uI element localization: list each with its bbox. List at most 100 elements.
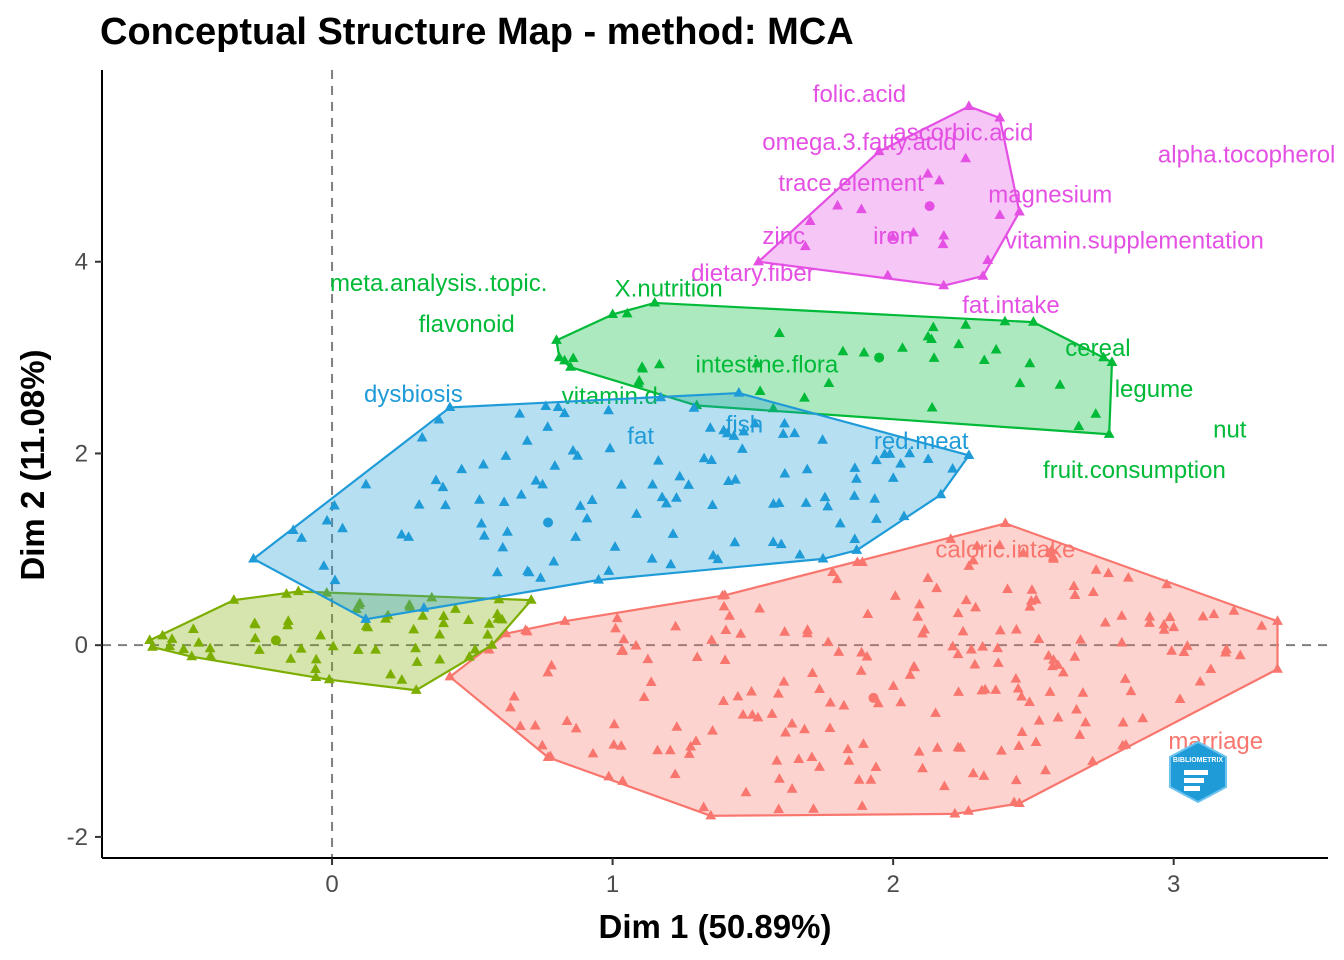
data-point-marker [970,601,981,612]
cluster-centroid [270,635,281,646]
data-point-marker [553,351,565,362]
data-point-marker [567,352,579,363]
data-point-marker [603,404,614,415]
cluster-centroid [868,692,879,703]
data-point-marker [834,517,846,528]
data-point-marker [1052,711,1064,722]
data-point-marker [994,539,1006,550]
data-point-marker [947,640,959,651]
data-point-marker [646,553,658,563]
data-point-marker [992,657,1004,667]
data-point-marker [1125,685,1137,696]
data-point-marker [1030,736,1042,746]
data-point-marker [822,500,834,511]
data-point-marker [858,346,870,357]
cluster-c4: dysbiosis fat fish red.meat [248,381,975,623]
data-point-marker [652,455,664,465]
data-point-marker [570,722,582,733]
data-point-marker [990,343,1002,354]
data-point-marker [1012,682,1024,693]
data-point-marker [685,740,697,751]
data-point-marker [1158,618,1170,629]
data-point-marker [1028,316,1039,326]
data-point-marker [618,633,630,644]
data-point-marker [508,690,520,701]
data-point-marker [502,526,513,536]
data-point-marker [660,497,672,508]
data-point-marker [1043,649,1054,660]
data-point-marker [655,391,667,402]
data-point-marker [491,608,503,618]
data-point-marker [408,623,420,634]
data-point-marker [616,479,627,489]
data-point-marker [157,629,168,640]
data-point-marker [505,701,516,712]
data-point-marker [683,748,695,758]
data-point-marker [778,676,790,686]
data-point-marker [732,690,744,701]
data-point-marker [310,653,322,664]
data-point-marker [817,552,829,563]
logo-bar-2 [1184,778,1204,783]
data-point-marker [752,711,764,722]
data-point-marker [992,642,1004,653]
data-point-marker [954,742,966,752]
data-point-marker [1074,729,1086,739]
data-point-marker [801,463,813,474]
data-point-marker [978,354,990,365]
data-point-marker [649,296,661,307]
data-point-marker [837,345,849,356]
data-point-marker [536,739,548,750]
data-point-marker [895,696,907,707]
data-point-marker [586,494,598,505]
data-point-marker [707,549,719,560]
data-point-marker [856,800,868,810]
data-point-marker [887,231,899,241]
data-point-marker [736,443,748,453]
data-point-marker [296,532,308,542]
term-label: fruit.consumption [1043,457,1226,484]
data-point-marker [565,361,576,371]
data-point-marker [187,623,199,633]
data-point-marker [963,805,974,815]
data-point-marker [775,538,787,549]
data-point-marker [804,215,816,225]
data-point-marker [856,203,867,214]
term-label: folic.acid [813,81,906,108]
data-point-marker [1106,356,1118,366]
data-point-marker [410,642,422,653]
x-axis-title: Dim 1 (50.89%) [599,908,832,945]
data-point-marker [897,342,908,352]
x-tick-label: 3 [1167,871,1180,898]
data-point-marker [1033,633,1045,644]
data-point-marker [1161,578,1173,589]
data-point-marker [491,566,503,577]
data-point-marker [904,447,916,458]
data-point-marker [707,725,718,735]
data-point-marker [410,684,422,694]
data-point-marker [671,721,683,731]
y-axis-ticks: -2 0 2 4 [67,249,102,851]
data-point-marker [799,240,811,251]
data-point-marker [353,599,365,609]
data-point-marker [621,307,633,318]
data-point-marker [1144,617,1155,627]
data-point-marker [665,558,677,569]
data-point-marker [1026,584,1038,594]
data-point-marker [849,490,860,500]
data-point-marker [404,599,415,609]
data-point-marker [938,279,950,290]
data-point-marker [647,478,658,489]
data-point-marker [723,475,734,486]
data-point-marker [403,531,415,541]
data-point-marker [771,754,783,765]
data-point-marker [706,634,718,644]
data-point-marker [370,644,381,654]
term-label: ascorbic.acid [893,119,1033,146]
data-point-marker [1054,379,1066,389]
data-point-marker [953,686,964,696]
data-point-marker [862,608,874,618]
data-point-marker [831,573,843,584]
data-point-marker [1013,205,1025,216]
